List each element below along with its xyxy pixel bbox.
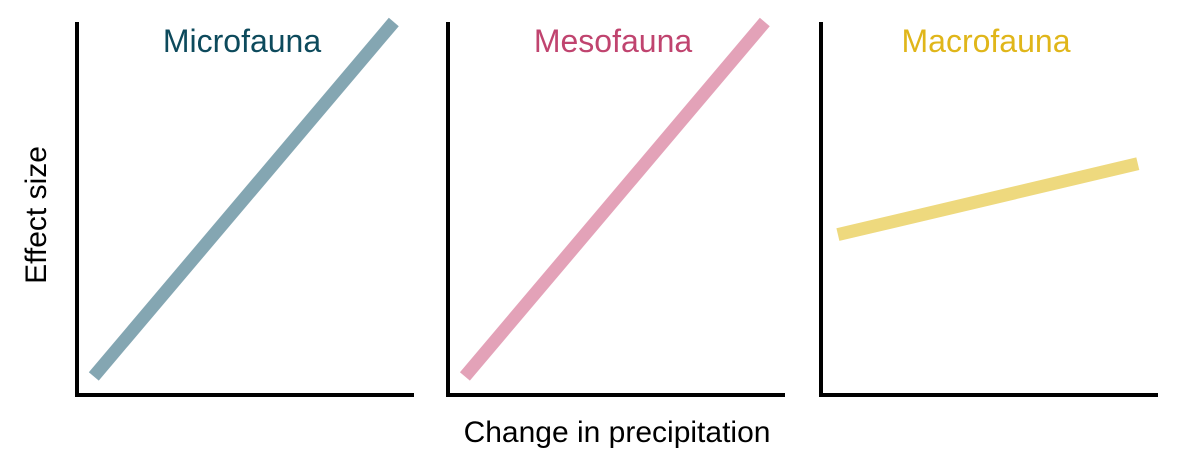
panel-mesofauna: Mesofauna	[446, 17, 785, 397]
panel-macrofauna: Macrofauna	[819, 22, 1158, 397]
panels-group: Microfauna Mesofauna Macrofauna	[75, 17, 1158, 397]
panel-axes	[75, 22, 414, 397]
panel-title-mesofauna: Mesofauna	[534, 23, 693, 59]
x-axis-label: Change in precipitation	[464, 416, 771, 449]
trend-line-mesofauna	[459, 17, 770, 381]
panel-microfauna: Microfauna	[75, 17, 414, 397]
y-axis-label: Effect size	[20, 146, 53, 284]
panel-axes	[446, 22, 785, 397]
trend-line-macrofauna	[836, 157, 1140, 241]
trend-line-microfauna	[88, 17, 399, 381]
panel-title-macrofauna: Macrofauna	[902, 23, 1071, 59]
panel-title-microfauna: Microfauna	[163, 23, 322, 59]
panel-axes	[819, 22, 1158, 397]
